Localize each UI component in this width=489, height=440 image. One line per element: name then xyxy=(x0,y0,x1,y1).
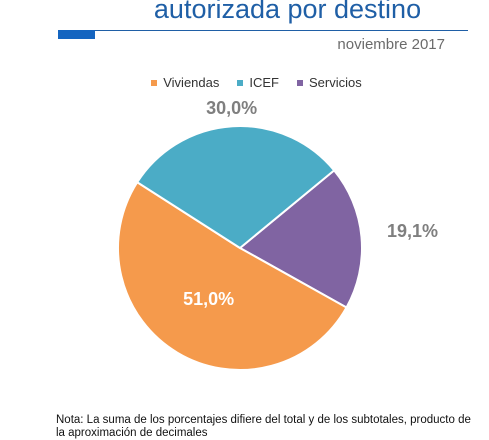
footnote: Nota: La suma de los porcentajes difiere… xyxy=(56,414,471,439)
legend-marker-servicios xyxy=(297,79,303,86)
legend-label-viviendas: Viviendas xyxy=(163,75,220,90)
chart-subtitle: noviembre 2017 xyxy=(337,36,445,53)
chart-legend: Viviendas ICEF Servicios xyxy=(0,75,489,90)
legend-item-icef: ICEF xyxy=(237,75,279,90)
legend-item-viviendas: Viviendas xyxy=(151,75,219,90)
pie-slice-servicios xyxy=(238,168,363,309)
data-label-icef: 30,0% xyxy=(206,98,257,118)
legend-label-icef: ICEF xyxy=(249,75,279,90)
legend-marker-icef xyxy=(237,79,244,86)
legend-label-servicios: Servicios xyxy=(309,75,362,90)
chart-title: autorizada por destino xyxy=(153,0,422,24)
title-underline xyxy=(95,30,468,31)
legend-item-servicios: Servicios xyxy=(297,75,362,90)
pie-slice-icef xyxy=(135,125,336,250)
data-label-viviendas: 51,0% xyxy=(183,289,234,309)
pie-slice-viviendas xyxy=(117,180,348,371)
data-label-servicios: 19,1% xyxy=(387,221,438,241)
title-accent-bar xyxy=(58,30,95,39)
legend-marker-viviendas xyxy=(151,79,158,86)
